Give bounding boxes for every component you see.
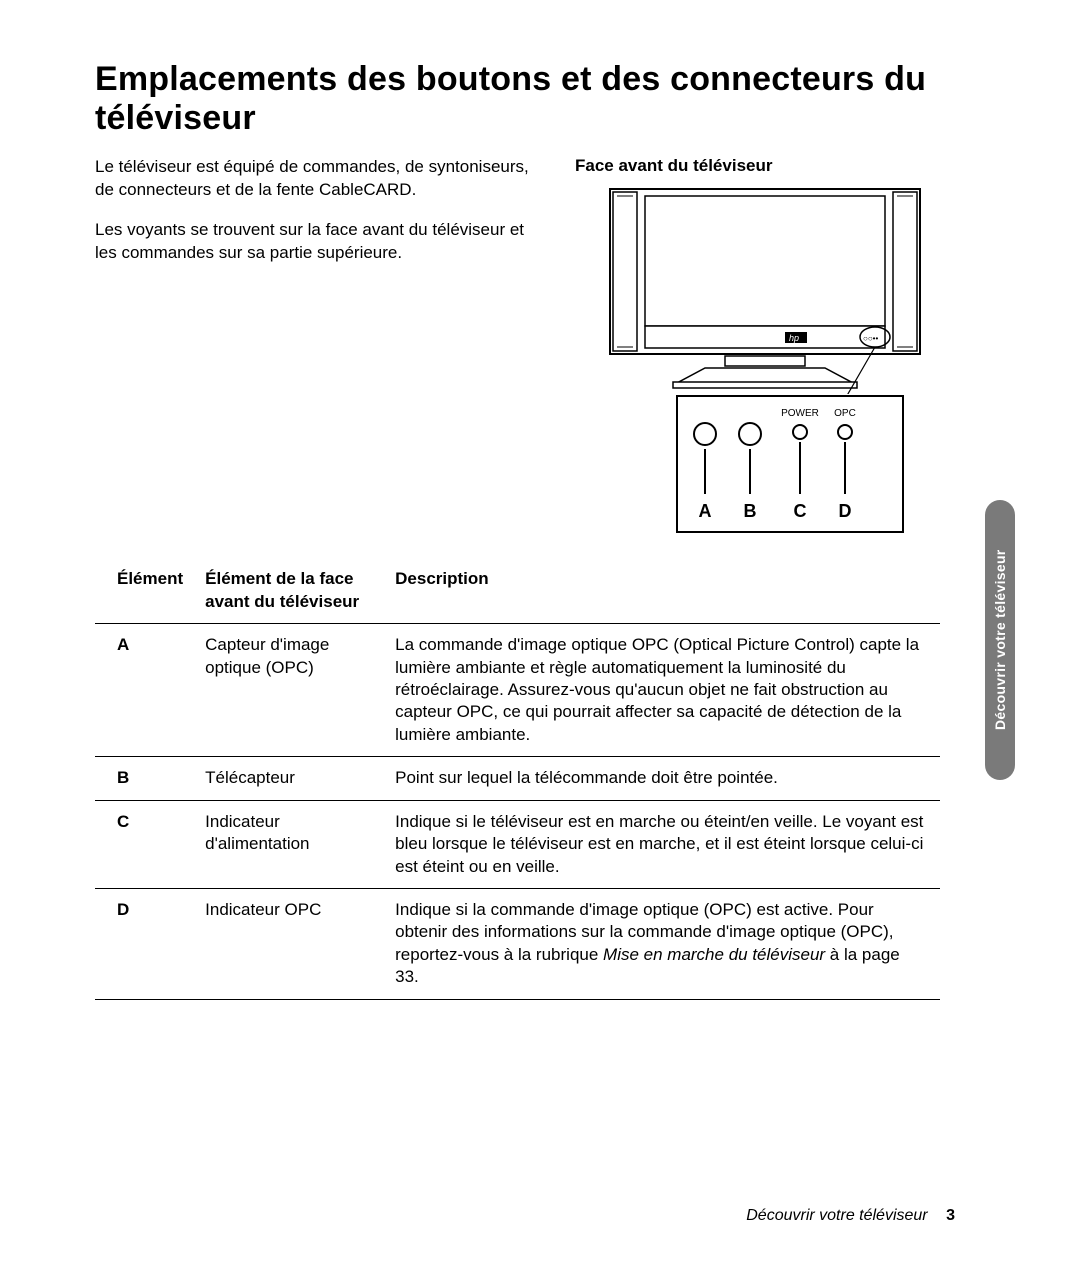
intro-paragraph-1: Le téléviseur est équipé de commandes, d…: [95, 156, 535, 201]
row-desc: Indique si le téléviseur est en marche o…: [387, 800, 940, 888]
tv-illustration: hp ○○••: [605, 184, 925, 394]
document-page: Emplacements des boutons et des connecte…: [0, 0, 1080, 1270]
section-side-tab: Découvrir votre téléviseur: [985, 500, 1015, 780]
callout-a: A: [699, 501, 712, 521]
table-header-row: Élément Élément de la face avant du télé…: [95, 558, 940, 623]
callout-d: D: [839, 501, 852, 521]
col-header-face: Élément de la face avant du téléviseur: [197, 558, 387, 623]
row-desc-ital: Mise en marche du téléviseur: [603, 945, 825, 964]
table-row: C Indicateur d'alimentation Indique si l…: [95, 800, 940, 888]
figure-column: Face avant du téléviseur: [575, 156, 985, 544]
row-desc: Indique si la commande d'image optique (…: [387, 889, 940, 1000]
opc-label: OPC: [834, 408, 856, 419]
row-key: A: [95, 624, 197, 757]
table-row: D Indicateur OPC Indique si la commande …: [95, 889, 940, 1000]
figure-heading: Face avant du téléviseur: [575, 156, 985, 176]
table-row: A Capteur d'image optique (OPC) La comma…: [95, 624, 940, 757]
intro-paragraph-2: Les voyants se trouvent sur la face avan…: [95, 219, 535, 264]
footer-page-number: 3: [946, 1207, 955, 1224]
col-header-element: Élément: [95, 558, 197, 623]
row-desc: Point sur lequel la télécommande doit êt…: [387, 757, 940, 800]
row-key: B: [95, 757, 197, 800]
row-label: Indicateur d'alimentation: [197, 800, 387, 888]
hp-logo-icon: hp: [789, 333, 799, 343]
callout-box: POWER OPC A B C D: [675, 394, 905, 534]
elements-table: Élément Élément de la face avant du télé…: [95, 558, 940, 1000]
page-title: Emplacements des boutons et des connecte…: [95, 60, 985, 138]
figure-wrap: hp ○○•• POWER OPC: [575, 184, 985, 544]
callout-c: C: [794, 501, 807, 521]
footer-section: Découvrir votre téléviseur: [746, 1207, 927, 1224]
row-key: D: [95, 889, 197, 1000]
callout-b: B: [744, 501, 757, 521]
row-label: Indicateur OPC: [197, 889, 387, 1000]
power-label: POWER: [781, 408, 819, 419]
front-dots-icon: ○○••: [863, 334, 878, 343]
col-header-desc: Description: [387, 558, 940, 623]
row-desc: La commande d'image optique OPC (Optical…: [387, 624, 940, 757]
intro-row: Le téléviseur est équipé de commandes, d…: [95, 156, 985, 544]
row-label: Télécapteur: [197, 757, 387, 800]
table-row: B Télécapteur Point sur lequel la téléco…: [95, 757, 940, 800]
page-footer: Découvrir votre téléviseur 3: [746, 1207, 955, 1225]
row-label: Capteur d'image optique (OPC): [197, 624, 387, 757]
intro-column: Le téléviseur est équipé de commandes, d…: [95, 156, 535, 544]
row-key: C: [95, 800, 197, 888]
